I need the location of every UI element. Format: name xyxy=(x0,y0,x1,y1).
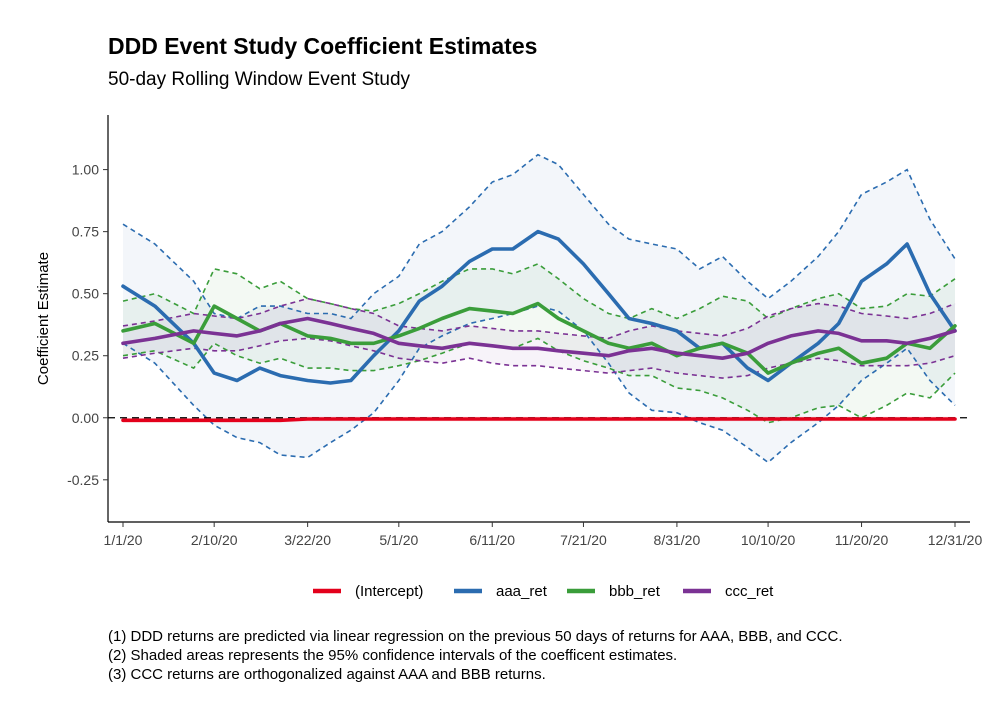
confidence-band-bbbret xyxy=(123,263,955,423)
footnotes: (1) DDD returns are predicted via linear… xyxy=(108,627,843,684)
legend-label: (Intercept) xyxy=(355,583,423,600)
y-tick-label: 0.75 xyxy=(72,224,99,240)
x-tick-label: 3/22/20 xyxy=(284,532,331,548)
legend: (Intercept) aaa_ret bbb_ret ccc_ret xyxy=(313,583,774,600)
lower-bound-bbbret xyxy=(122,337,956,424)
x-tick-label: 2/10/20 xyxy=(191,532,238,548)
x-tick-label: 11/20/20 xyxy=(835,532,889,548)
x-tick-label: 8/31/20 xyxy=(654,532,701,548)
confidence-bands xyxy=(123,154,955,463)
x-tick-label: 5/1/20 xyxy=(379,532,418,548)
confidence-band-aaaret xyxy=(123,154,955,463)
chart-subtitle: 50-day Rolling Window Event Study xyxy=(108,69,411,90)
upper-bound-cccret xyxy=(122,297,956,340)
x-tick-label: 7/21/20 xyxy=(560,532,607,548)
footnote-2: (2) Shaded areas represents the 95% conf… xyxy=(108,647,678,664)
footnote-3: (3) CCC returns are orthogonalized again… xyxy=(108,666,546,683)
y-tick-label: 0.00 xyxy=(72,410,99,426)
series-line-cccret xyxy=(121,316,957,360)
series-lines xyxy=(121,229,957,423)
legend-label: bbb_ret xyxy=(609,583,661,600)
y-tick-label: 0.25 xyxy=(72,348,99,364)
upper-bound-bbbret xyxy=(122,262,956,320)
series-line-intercept xyxy=(121,417,957,423)
series-line-aaaret xyxy=(121,229,957,385)
y-axis-label: Coefficient Estimate xyxy=(35,252,52,385)
y-tick-label: 0.50 xyxy=(72,286,99,302)
y-tick-label: -0.25 xyxy=(67,472,99,488)
legend-label: ccc_ret xyxy=(725,583,774,600)
x-tick-label: 10/10/20 xyxy=(741,532,796,548)
x-tick-label: 1/1/20 xyxy=(104,532,143,548)
lower-bound-cccret xyxy=(122,337,956,379)
legend-label: aaa_ret xyxy=(496,583,548,600)
upper-bound-aaaret xyxy=(122,153,956,320)
x-tick-label: 12/31/20 xyxy=(928,532,983,548)
axes: -0.25 0.00 0.25 0.50 0.75 1.00 1/1/20 2/10/20 3/… xyxy=(35,115,982,548)
footnote-1: (1) DDD returns are predicted via linear… xyxy=(108,628,843,645)
chart-title: DDD Event Study Coefficient Estimates xyxy=(108,33,538,59)
line-chart: -0.25 0.00 0.25 0.50 0.75 1.00 1/1/20 2/10/20 3/… xyxy=(35,115,982,600)
x-tick-label: 6/11/20 xyxy=(469,532,515,548)
y-tick-label: 1.00 xyxy=(72,162,99,178)
